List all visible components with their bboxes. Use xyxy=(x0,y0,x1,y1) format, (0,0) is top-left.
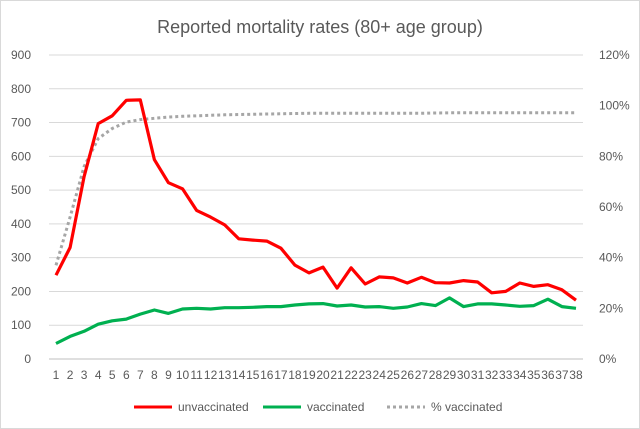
x-tick-label: 4 xyxy=(95,368,102,382)
x-tick-label: 2 xyxy=(67,368,74,382)
x-tick-label: 26 xyxy=(401,368,415,382)
left-axis-ticks: 0 100 200 300 400 500 600 700 800 900 xyxy=(11,48,31,366)
left-tick-label: 500 xyxy=(11,183,31,197)
series-line-vaccinated xyxy=(55,296,577,345)
x-tick-label: 20 xyxy=(316,368,330,382)
left-tick-label: 800 xyxy=(11,82,31,96)
x-tick-label: 32 xyxy=(485,368,499,382)
left-tick-label: 900 xyxy=(11,48,31,62)
x-tick-label: 36 xyxy=(541,368,555,382)
legend-label: unvaccinated xyxy=(178,400,249,414)
x-tick-label: 11 xyxy=(190,368,203,382)
legend-entry: % vaccinated xyxy=(387,400,502,414)
x-tick-label: 16 xyxy=(260,368,274,382)
left-tick-label: 0 xyxy=(24,352,31,366)
chart-title: Reported mortality rates (80+ age group) xyxy=(157,17,483,37)
x-tick-label: 24 xyxy=(373,368,387,382)
left-tick-label: 100 xyxy=(11,318,31,332)
x-tick-label: 38 xyxy=(569,368,583,382)
x-tick-label: 15 xyxy=(246,368,260,382)
x-tick-label: 1 xyxy=(53,368,60,382)
x-tick-label: 8 xyxy=(151,368,158,382)
x-tick-label: 28 xyxy=(429,368,443,382)
right-tick-label: 60% xyxy=(599,200,623,214)
right-tick-label: 20% xyxy=(599,301,623,315)
x-tick-label: 33 xyxy=(499,368,513,382)
x-tick-label: 18 xyxy=(288,368,302,382)
gridlines xyxy=(49,54,583,360)
right-tick-label: 120% xyxy=(599,48,630,62)
series-line-unvaccinated xyxy=(54,98,577,302)
series-line-vaccinated xyxy=(54,111,576,266)
x-tick-label: 35 xyxy=(527,368,541,382)
x-tick-label: 21 xyxy=(330,368,344,382)
left-tick-label: 700 xyxy=(11,116,31,130)
right-tick-label: 80% xyxy=(599,149,623,163)
right-tick-label: 0% xyxy=(599,352,617,366)
series-lines xyxy=(54,98,577,345)
x-tick-label: 27 xyxy=(415,368,429,382)
right-axis-ticks: 0% 20% 40% 60% 80% 100% 120% xyxy=(599,48,630,366)
legend-label: % vaccinated xyxy=(431,400,502,414)
legend: unvaccinated vaccinated % vaccinated xyxy=(134,400,502,414)
x-tick-label: 31 xyxy=(471,368,485,382)
x-tick-label: 30 xyxy=(457,368,471,382)
x-tick-label: 23 xyxy=(359,368,373,382)
x-tick-label: 5 xyxy=(109,368,116,382)
x-tick-label: 37 xyxy=(555,368,569,382)
legend-label: vaccinated xyxy=(307,400,364,414)
left-tick-label: 600 xyxy=(11,149,31,163)
right-tick-label: 100% xyxy=(599,99,630,113)
left-tick-label: 200 xyxy=(11,284,31,298)
left-tick-label: 300 xyxy=(11,251,31,265)
x-tick-label: 14 xyxy=(232,368,246,382)
x-tick-label: 34 xyxy=(513,368,527,382)
legend-entry: unvaccinated xyxy=(134,400,249,414)
legend-entry: vaccinated xyxy=(263,400,364,414)
x-tick-label: 10 xyxy=(176,368,190,382)
right-tick-label: 40% xyxy=(599,251,623,265)
x-tick-label: 9 xyxy=(165,368,172,382)
x-tick-label: 17 xyxy=(274,368,288,382)
x-tick-label: 13 xyxy=(218,368,232,382)
x-tick-label: 3 xyxy=(81,368,88,382)
x-tick-label: 7 xyxy=(137,368,144,382)
x-tick-label: 29 xyxy=(443,368,457,382)
x-axis-ticks: 1 2 3 4 5 6 7 8 9 10 11 12 13 14 15 16 17 18 19 20 21 22 23 24 2… xyxy=(53,368,583,382)
x-tick-label: 19 xyxy=(302,368,316,382)
x-tick-label: 6 xyxy=(123,368,130,382)
x-tick-label: 22 xyxy=(344,368,358,382)
x-tick-label: 12 xyxy=(204,368,218,382)
x-tick-label: 25 xyxy=(387,368,401,382)
left-tick-label: 400 xyxy=(11,217,31,231)
